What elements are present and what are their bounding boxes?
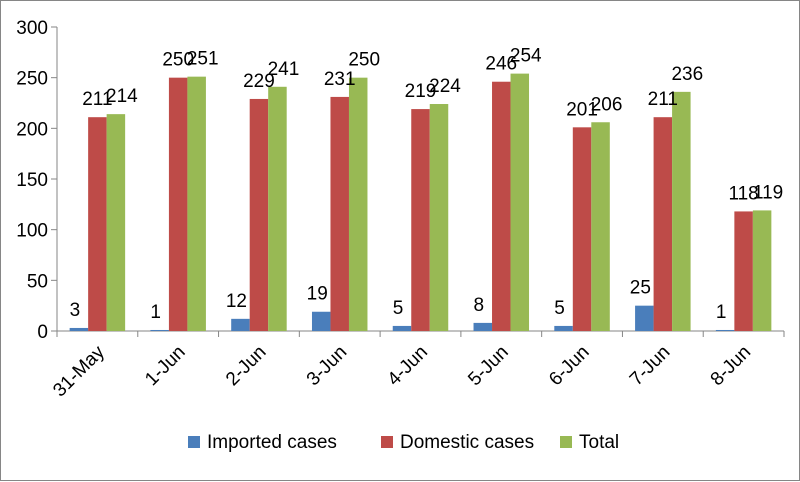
bar-imported-cases [392, 325, 412, 331]
y-tick-label: 250 [16, 69, 48, 90]
bar-imported-cases [311, 311, 331, 331]
y-tick-label: 50 [27, 271, 48, 292]
x-tick-label: 7-Jun [626, 342, 674, 390]
bar-total [268, 86, 287, 331]
data-label: 251 [187, 49, 219, 70]
data-label: 250 [162, 50, 194, 71]
data-label: 231 [324, 69, 356, 90]
bar-imported-cases [473, 322, 493, 331]
legend-swatch [381, 436, 393, 448]
data-label: 241 [268, 59, 300, 80]
bar-imported-cases [231, 318, 250, 331]
bar-total [510, 73, 530, 331]
bar-imported-cases [635, 305, 654, 331]
bar-total [672, 91, 691, 331]
y-tick-label: 150 [16, 170, 48, 191]
data-label: 119 [753, 182, 783, 203]
legend-swatch [188, 436, 200, 448]
data-label: 211 [648, 89, 678, 110]
bar-domestic-cases [411, 109, 430, 331]
bar-domestic-cases [168, 77, 188, 332]
y-tick-label: 300 [16, 18, 48, 39]
bar-total [752, 210, 772, 331]
bar-domestic-cases [492, 81, 511, 331]
bar-imported-cases [554, 325, 573, 331]
data-label: 236 [671, 64, 703, 85]
data-label: 211 [82, 89, 112, 110]
data-labels: 3211214125025112229241192312505219224824… [70, 46, 784, 323]
y-tick-labels: 0 50 100 150 200 250 300 [16, 18, 48, 343]
data-label: 19 [307, 284, 328, 305]
x-tick-label: 1-Jun [141, 342, 189, 390]
data-label: 201 [566, 99, 598, 120]
x-tick-label: 4-Jun [384, 342, 432, 390]
data-label: 229 [243, 71, 275, 92]
data-label: 3 [70, 300, 81, 321]
legend-label: Domestic cases [400, 432, 534, 453]
bar-domestic-cases [572, 127, 592, 331]
bar-imported-cases [69, 327, 89, 331]
bar-domestic-cases [330, 96, 349, 331]
y-tick-label: 200 [16, 119, 48, 140]
x-tick-labels: 31-May 1-Jun 2-Jun 3-Jun 4-Jun 5-Jun 6-Jun 7-Ju… [49, 341, 755, 401]
bar-domestic-cases [734, 211, 753, 331]
legend-label: Imported cases [207, 432, 337, 453]
data-label: 1 [150, 302, 161, 323]
data-label: 5 [393, 298, 404, 319]
data-label: 8 [473, 295, 484, 316]
data-label: 25 [630, 278, 651, 299]
x-tick-label: 8-Jun [707, 342, 755, 390]
data-label: 5 [554, 298, 565, 319]
data-label: 250 [348, 50, 380, 71]
data-label: 246 [485, 54, 517, 75]
data-label: 1 [716, 302, 727, 323]
data-label: 224 [429, 76, 461, 97]
bar-domestic-cases [653, 117, 673, 331]
x-tick-label: 2-Jun [222, 342, 270, 390]
bar-total [348, 77, 368, 332]
bar-total [429, 104, 449, 331]
bar-imported-cases [150, 329, 169, 331]
data-label: 12 [226, 291, 247, 312]
data-label: 214 [106, 86, 138, 107]
x-tick-label: 31-May [49, 341, 109, 401]
bar-imported-cases [715, 329, 735, 331]
x-tick-label: 6-Jun [545, 342, 593, 390]
bar-domestic-cases [88, 117, 107, 331]
legend-label: Total [579, 432, 619, 453]
bar-domestic-cases [249, 98, 269, 332]
data-label: 206 [591, 94, 623, 115]
bars [69, 73, 772, 332]
legend-swatch [560, 436, 572, 448]
y-tick-label: 100 [16, 221, 48, 242]
bar-total [187, 76, 206, 331]
data-label: 254 [510, 46, 542, 67]
x-tick-label: 5-Jun [464, 342, 512, 390]
bar-total [106, 114, 126, 331]
legend: Imported cases Domestic cases Total [188, 432, 619, 453]
data-label: 219 [405, 81, 437, 102]
x-tick-label: 3-Jun [303, 342, 351, 390]
y-tick-label: 0 [37, 322, 48, 343]
data-label: 118 [728, 183, 758, 204]
bar-total [591, 122, 610, 332]
